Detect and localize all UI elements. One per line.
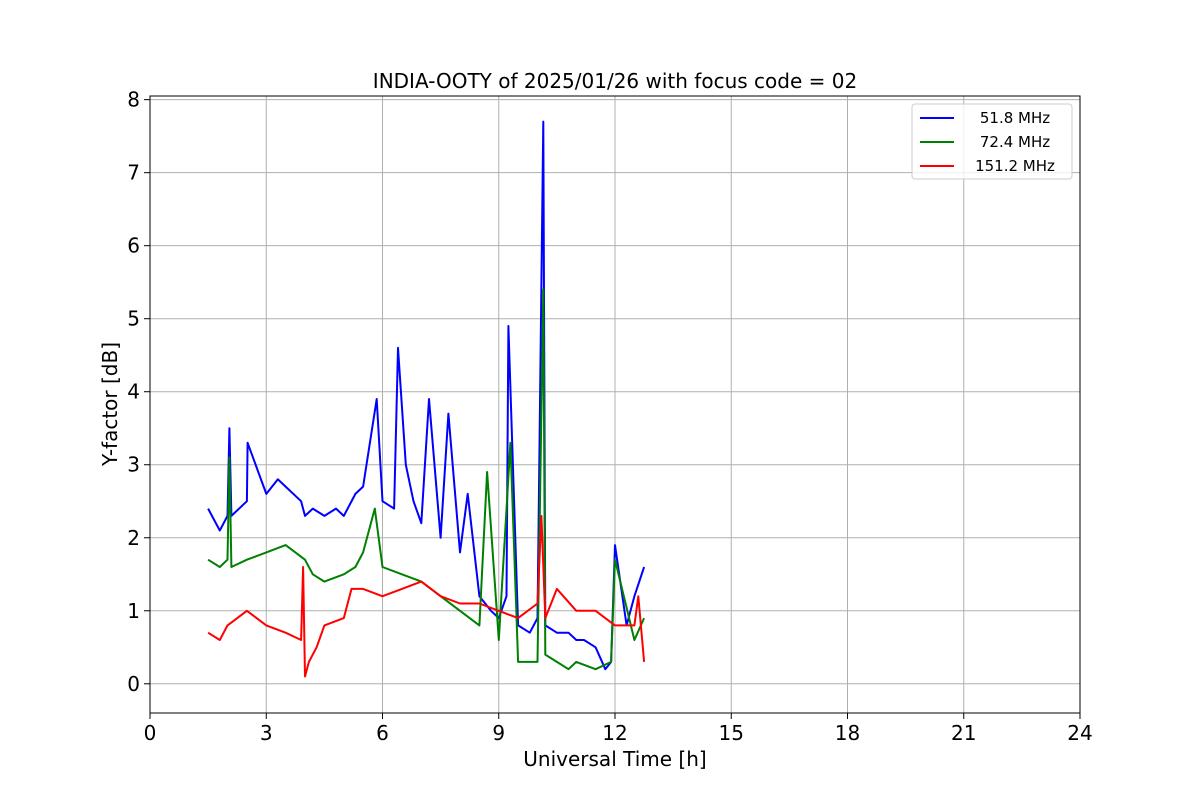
legend-box bbox=[911, 103, 1073, 180]
legend-label: 72.4 MHz bbox=[980, 133, 1050, 151]
y-tick-label: 5 bbox=[127, 307, 140, 331]
y-tick-label: 0 bbox=[127, 672, 140, 696]
y-tick-label: 2 bbox=[127, 526, 140, 550]
x-tick-label: 12 bbox=[602, 721, 627, 745]
y-tick-label: 1 bbox=[127, 599, 140, 623]
legend-label: 51.8 MHz bbox=[980, 109, 1050, 127]
x-tick-label: 9 bbox=[492, 721, 505, 745]
series-line-2 bbox=[207, 514, 646, 678]
y-tick-layer: 0 1 2 3 4 5 6 7 8 bbox=[127, 88, 150, 696]
y-tick-label: 4 bbox=[127, 380, 140, 404]
series-layer bbox=[207, 120, 646, 678]
x-tick-label: 21 bbox=[951, 721, 976, 745]
y-tick-label: 3 bbox=[127, 453, 140, 477]
y-tick-label: 7 bbox=[127, 161, 140, 185]
legend-items: 51.8 MHz 72.4 MHz 151.2 MHz bbox=[920, 109, 1055, 175]
x-axis-title: Universal Time [h] bbox=[523, 747, 706, 771]
y-tick-label: 8 bbox=[127, 88, 140, 112]
x-tick-label: 0 bbox=[144, 721, 157, 745]
x-tick-label: 15 bbox=[719, 721, 744, 745]
y-axis-title: Y-factor [dB] bbox=[98, 342, 122, 467]
x-tick-label: 18 bbox=[835, 721, 860, 745]
x-tick-layer: 0 3 6 9 12 15 18 21 24 bbox=[144, 713, 1093, 745]
legend: 51.8 MHz 72.4 MHz 151.2 MHz bbox=[911, 103, 1073, 180]
series-line-0 bbox=[207, 120, 646, 671]
legend-label: 151.2 MHz bbox=[975, 157, 1055, 175]
x-tick-label: 3 bbox=[260, 721, 273, 745]
x-tick-label: 24 bbox=[1067, 721, 1092, 745]
chart-title: INDIA-OOTY of 2025/01/26 with focus code… bbox=[373, 69, 857, 93]
y-tick-label: 6 bbox=[127, 234, 140, 258]
x-tick-label: 6 bbox=[376, 721, 389, 745]
